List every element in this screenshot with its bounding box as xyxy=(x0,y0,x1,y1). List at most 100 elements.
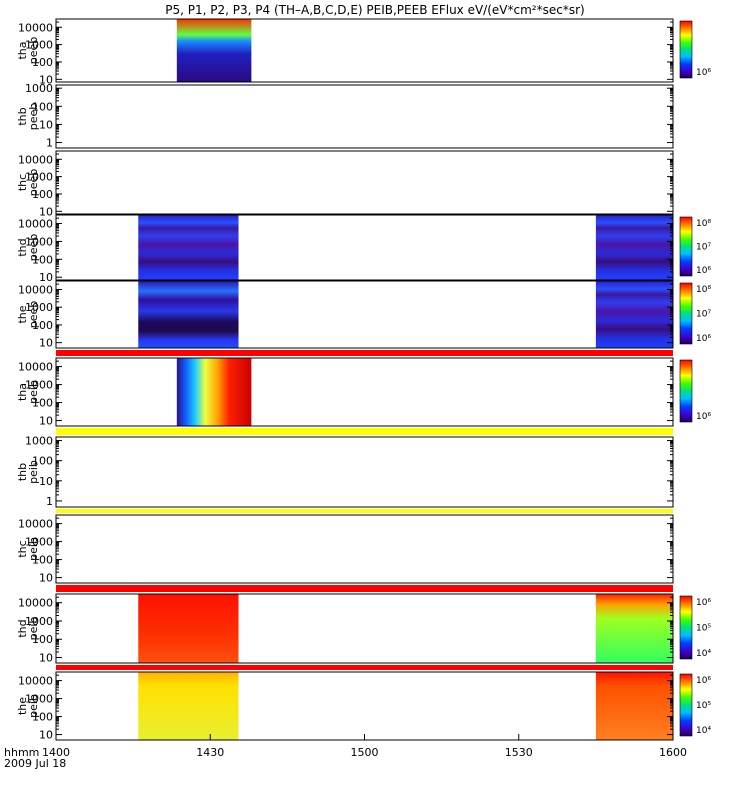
x-tick-label: 1400 xyxy=(42,746,70,759)
spectrogram-block xyxy=(138,672,239,740)
y-tick-label: 100 xyxy=(32,455,53,468)
y-tick-label: 100 xyxy=(32,711,53,724)
separator-bar xyxy=(56,350,673,356)
separator-bar xyxy=(56,665,673,670)
panel-frame xyxy=(55,214,674,281)
panels-group: 10100100010000thapeeb10⁶1101001000thbpee… xyxy=(16,18,711,742)
x-tick-label: 1500 xyxy=(351,746,379,759)
y-tick-label: 10000 xyxy=(18,675,53,688)
y-tick-label: 1000 xyxy=(25,615,53,628)
panel-product-label: peeb xyxy=(27,103,40,131)
y-tick-label: 10 xyxy=(39,271,53,284)
y-tick-label: 10 xyxy=(39,652,53,665)
separator-bars xyxy=(56,350,673,670)
colorbar xyxy=(679,673,693,737)
panel-probe-label: thb xyxy=(16,463,29,481)
y-tick-label: 1000 xyxy=(25,171,53,184)
panel-probe-label: the xyxy=(16,305,29,323)
y-tick-label: 100 xyxy=(32,397,53,410)
separator-bar xyxy=(56,428,673,435)
separator-bar xyxy=(56,509,673,513)
colorbar-label: 10⁶ xyxy=(696,68,711,78)
y-tick-label: 100 xyxy=(32,633,53,646)
spectrogram-block xyxy=(595,281,673,348)
panel-probe-label: tha xyxy=(16,41,29,59)
y-tick-label: 100 xyxy=(32,554,53,567)
y-tick-label: 100 xyxy=(32,56,53,69)
panel-probe-label: thd xyxy=(16,238,29,256)
panel-probe-label: thb xyxy=(16,107,29,125)
panel-product-label: peib xyxy=(27,537,40,561)
panel-product-label: peeb xyxy=(27,169,40,197)
panel-product-label: peeb xyxy=(27,301,40,329)
colorbar-label: 10⁶ xyxy=(696,598,711,608)
spectrogram-block xyxy=(595,594,673,663)
panel-frame xyxy=(55,357,674,427)
x-tick-label: 1600 xyxy=(659,746,687,759)
y-tick-label: 100 xyxy=(32,188,53,201)
y-tick-label: 10000 xyxy=(18,218,53,231)
figure-title: P5, P1, P2, P3, P4 (TH–A,B,C,D,E) PEIB,P… xyxy=(165,3,584,17)
panel-probe-label: thc xyxy=(16,540,29,557)
spectrogram-block xyxy=(138,215,239,280)
panel-frame xyxy=(55,436,674,508)
spectrogram-block xyxy=(595,672,673,740)
y-tick-label: 10000 xyxy=(18,597,53,610)
x-tick-label: 1530 xyxy=(505,746,533,759)
y-tick-label: 10 xyxy=(39,337,53,350)
y-tick-label: 10 xyxy=(39,729,53,742)
time-axis-label: hhmm xyxy=(4,746,39,759)
separator-bar xyxy=(56,585,673,592)
panel-frame xyxy=(55,514,674,584)
spectrogram-block xyxy=(176,358,252,426)
panel-frame xyxy=(55,84,674,149)
colorbar xyxy=(679,359,693,423)
y-tick-label: 10 xyxy=(39,475,53,488)
colorbar xyxy=(679,216,693,277)
y-tick-label: 1000 xyxy=(25,435,53,448)
panel-probe-label: thd xyxy=(16,619,29,637)
spectrogram-block xyxy=(595,215,673,280)
y-tick-label: 1000 xyxy=(25,82,53,95)
colorbar-label: 10⁴ xyxy=(696,649,711,659)
x-tick-label: 1430 xyxy=(196,746,224,759)
colorbar-label: 10⁶ xyxy=(696,412,711,422)
y-tick-label: 1000 xyxy=(25,301,53,314)
y-tick-label: 10000 xyxy=(18,153,53,166)
y-tick-label: 100 xyxy=(32,319,53,332)
colorbar-label: 10⁷ xyxy=(696,243,711,253)
panel-product-label: peeb xyxy=(27,37,40,65)
panel-product-label: peib xyxy=(27,380,40,404)
panel-product-label: peib xyxy=(27,694,40,718)
y-tick-label: 1000 xyxy=(25,536,53,549)
time-axis-ticks: 1400 1430 1500 1530 1600 xyxy=(42,734,687,759)
y-tick-label: 10 xyxy=(39,73,53,86)
panel-probe-label: thc xyxy=(16,174,29,191)
y-tick-label: 10000 xyxy=(18,361,53,374)
y-tick-label: 1000 xyxy=(25,379,53,392)
y-tick-label: 10 xyxy=(39,572,53,585)
colorbar-label: 10⁶ xyxy=(696,676,711,686)
colorbar xyxy=(679,20,693,79)
spectrogram-block xyxy=(138,281,239,348)
y-tick-label: 10 xyxy=(39,205,53,218)
panel-product-label: peeb xyxy=(27,234,40,262)
panel-product-label: peib xyxy=(27,460,40,484)
spectrogram-block xyxy=(176,19,252,82)
colorbar-label: 10⁷ xyxy=(696,310,711,320)
y-tick-label: 100 xyxy=(32,100,53,113)
y-tick-label: 1 xyxy=(46,137,53,150)
y-tick-label: 1000 xyxy=(25,39,53,52)
time-axis-date: 2009 Jul 18 xyxy=(4,757,66,770)
y-tick-label: 10 xyxy=(39,415,53,428)
